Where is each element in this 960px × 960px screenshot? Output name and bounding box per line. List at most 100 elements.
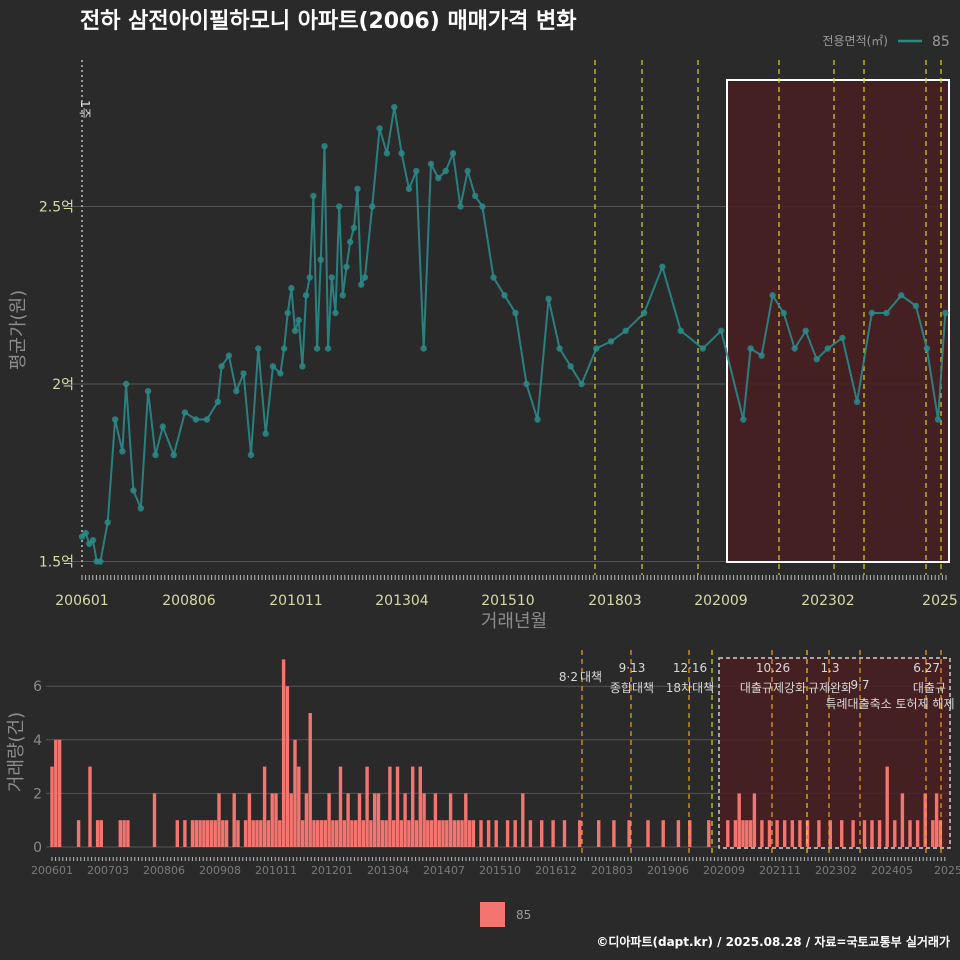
volume-bar: [688, 820, 692, 847]
volume-bar: [748, 820, 753, 847]
volume-bar: [50, 766, 54, 847]
price-point: [89, 537, 97, 544]
price-point: [310, 192, 317, 200]
price-point: [593, 345, 600, 352]
volume-bar: [365, 766, 369, 847]
volume-bar: [422, 793, 426, 847]
volume-bar: [752, 793, 757, 847]
volume-legend-label: 85: [516, 908, 531, 922]
price-point: [203, 416, 211, 423]
price-point: [607, 338, 615, 345]
volume-bar: [88, 766, 92, 847]
volume-bar: [357, 793, 362, 847]
volume-bar: [266, 820, 271, 847]
price-point: [839, 334, 846, 342]
volume-bar: [915, 820, 920, 847]
volume-bar: [798, 820, 802, 847]
volume-bar: [221, 820, 225, 847]
volume-bar: [251, 820, 255, 847]
price-point: [578, 380, 585, 388]
volume-bar: [505, 820, 510, 847]
price-point: [181, 409, 189, 416]
volume-bar: [486, 820, 491, 847]
volume-bar: [57, 739, 62, 847]
volume-y-tick-label: 0: [33, 840, 42, 856]
volume-bar: [426, 820, 430, 847]
volume-bar: [414, 820, 419, 847]
price-point: [321, 143, 328, 150]
volume-bar: [471, 820, 476, 847]
price-point: [659, 263, 666, 270]
price-point: [306, 274, 313, 281]
price-y-tick-label: 2억: [52, 377, 74, 393]
volume-bar: [437, 820, 441, 847]
volume-bar: [361, 820, 365, 847]
volume-bar: [441, 820, 445, 847]
volume-bar: [429, 820, 434, 847]
price-point: [769, 292, 776, 299]
volume-bar: [373, 793, 377, 847]
volume-bar: [285, 686, 290, 847]
price-point: [567, 363, 574, 370]
volume-bar: [646, 820, 650, 847]
price-point: [343, 263, 350, 270]
price-point: [556, 345, 563, 352]
volume-bar: [76, 820, 81, 847]
volume-x-tick-label: 201612: [535, 864, 577, 877]
volume-bar: [840, 820, 844, 847]
price-point: [350, 224, 358, 231]
volume-x-tick-label: 2025: [934, 864, 960, 877]
price-point: [247, 451, 255, 459]
volume-bar: [513, 820, 517, 847]
price-x-tick-label: 201510: [481, 593, 534, 609]
price-point: [898, 292, 905, 299]
volume-bar: [198, 820, 202, 847]
volume-bar: [175, 820, 179, 847]
volume-bar: [931, 820, 935, 847]
volume-bar: [194, 820, 198, 847]
volume-bar: [551, 820, 555, 847]
price-point: [299, 363, 306, 370]
volume-bar: [452, 820, 457, 847]
volume-x-tick-label: 202302: [815, 864, 857, 877]
volume-bar: [908, 820, 912, 847]
price-point: [435, 174, 442, 182]
volume-bar: [350, 820, 354, 847]
price-point: [284, 309, 291, 317]
price-y-ticks: 1.5억 2억 2.5억: [39, 200, 74, 571]
volume-bar: [900, 793, 905, 847]
volume-bar: [255, 820, 259, 847]
price-y-axis-title: 평균가(원): [8, 290, 29, 370]
volume-bar: [767, 820, 772, 847]
annotation-text: 종합대책: [610, 680, 654, 695]
volume-bar: [521, 793, 525, 847]
price-point: [119, 448, 126, 455]
volume-x-tick-label: 200806: [143, 864, 185, 877]
price-point: [225, 352, 233, 359]
price-point: [144, 387, 152, 395]
policy-annotations: 8·2 대책 9·13 종합대책 12·16 18차대책 10.26 대출규제강화 1.3 규제완…: [559, 661, 955, 711]
legend-series-label: 85: [932, 34, 950, 50]
price-point: [747, 345, 754, 352]
price-point: [332, 309, 339, 317]
annotation-text: 18차대책: [666, 680, 714, 695]
annotation-date: 10.26: [756, 661, 790, 675]
volume-highlight-box: [718, 657, 951, 849]
volume-x-tick-label: 202111: [759, 864, 801, 877]
volume-bar: [354, 820, 358, 847]
volume-bar: [335, 820, 339, 847]
annotation-text: 대출규: [913, 681, 946, 695]
price-point: [471, 192, 479, 200]
price-x-ticks: 200601 200806 201011 201304 201510 201803 2020…: [55, 575, 958, 609]
price-point: [420, 345, 427, 352]
price-x-tick-label: 202302: [801, 593, 854, 609]
volume-bar: [494, 820, 498, 847]
volume-x-tick-label: 200908: [199, 864, 241, 877]
volume-bar: [118, 820, 122, 847]
volume-bar: [893, 820, 897, 847]
price-point: [122, 380, 130, 388]
price-point: [277, 370, 284, 377]
volume-bar: [304, 793, 309, 847]
price-point: [339, 292, 346, 299]
price-point: [442, 167, 449, 175]
